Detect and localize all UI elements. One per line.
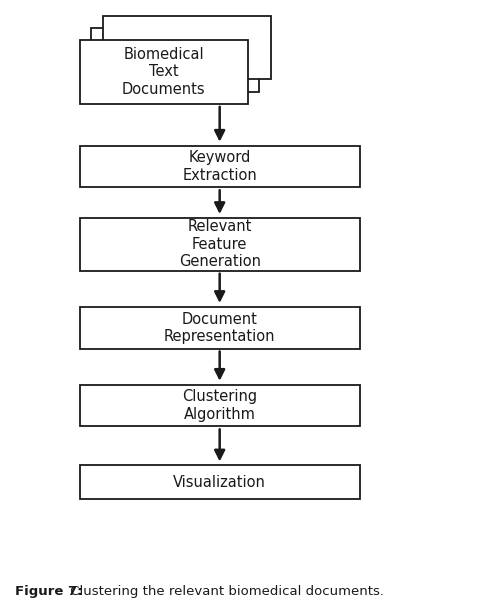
- FancyBboxPatch shape: [80, 466, 360, 499]
- Text: Figure 7:: Figure 7:: [15, 585, 82, 598]
- FancyBboxPatch shape: [91, 27, 260, 92]
- FancyBboxPatch shape: [103, 15, 271, 79]
- Text: Clustering the relevant biomedical documents.: Clustering the relevant biomedical docum…: [66, 585, 383, 598]
- Text: Relevant
Feature
Generation: Relevant Feature Generation: [179, 219, 260, 269]
- Text: Keyword
Extraction: Keyword Extraction: [182, 150, 257, 183]
- FancyBboxPatch shape: [80, 385, 360, 426]
- FancyBboxPatch shape: [80, 40, 248, 104]
- Text: Document
Representation: Document Representation: [164, 312, 276, 344]
- FancyBboxPatch shape: [80, 218, 360, 271]
- Text: Clustering
Algorithm: Clustering Algorithm: [182, 389, 257, 422]
- FancyBboxPatch shape: [80, 145, 360, 188]
- FancyBboxPatch shape: [80, 307, 360, 349]
- Text: Biomedical
Text
Documents: Biomedical Text Documents: [122, 47, 206, 97]
- Text: Visualization: Visualization: [173, 475, 266, 489]
